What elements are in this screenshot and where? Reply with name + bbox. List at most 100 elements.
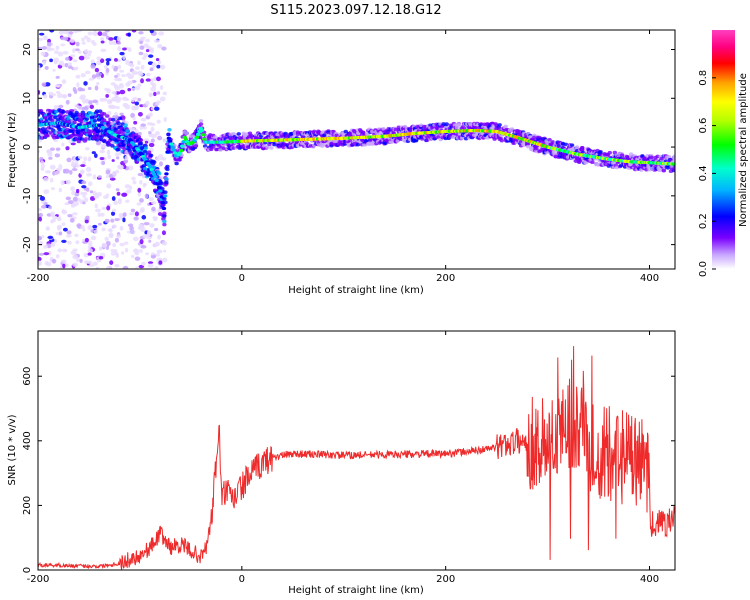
spectrogram-ridge-cell: [172, 151, 178, 155]
spectrogram-cell: [612, 150, 618, 155]
spectrogram-cell: [91, 74, 97, 79]
spectrogram-ridge-cell: [160, 201, 165, 205]
spectrogram-cell: [92, 99, 99, 104]
spectrogram-cell: [130, 208, 136, 213]
spectrogram-cell: [148, 197, 154, 202]
spectrogram-cell: [117, 46, 122, 52]
spectrogram-cell: [162, 197, 167, 201]
spectrogram-cell: [87, 156, 92, 161]
spectrogram-cell: [106, 61, 110, 66]
spectrogram-cell: [140, 78, 144, 84]
spectrogram-ytick-label: -10: [22, 188, 33, 204]
spectrogram-cell: [55, 75, 60, 79]
spectrogram-cell: [159, 181, 164, 186]
spectrogram-cell: [193, 144, 199, 148]
spectrogram-cell: [72, 120, 77, 125]
spectrogram-ridge-cell: [153, 175, 158, 179]
spectrogram-cell: [122, 47, 127, 51]
spectrogram-cell: [672, 155, 675, 160]
spectrogram-cell: [124, 132, 129, 136]
spectrogram-cell: [51, 258, 57, 264]
spectrogram-cell: [140, 123, 146, 127]
snr-frame: [37, 330, 676, 571]
spectrogram-cell: [156, 249, 163, 254]
spectrogram-cell: [87, 86, 92, 91]
spectrogram-cell: [137, 172, 144, 177]
spectrogram-cell: [65, 30, 70, 35]
spectrogram-cell: [123, 123, 128, 127]
spectrogram-xtick-label: 0: [239, 273, 245, 284]
spectrogram-cell: [133, 216, 139, 221]
spectrogram-cell: [38, 37, 44, 41]
spectrogram-cell: [100, 40, 105, 44]
spectrogram-cell: [84, 98, 89, 104]
colorbar-tick-label: 0.8: [698, 70, 709, 86]
spectrogram-cell: [89, 104, 95, 110]
spectrogram-cell: [355, 142, 361, 147]
spectrogram-cell: [105, 169, 111, 175]
spectrogram-cell: [145, 100, 150, 106]
spectrogram-cell: [142, 174, 146, 179]
spectrogram-cell: [265, 145, 270, 149]
spectrogram-cell: [42, 176, 49, 182]
spectrogram-cell: [152, 243, 159, 248]
spectrogram-cell: [67, 200, 74, 205]
spectrogram-cell: [97, 175, 102, 179]
spectrogram-cell: [38, 113, 41, 117]
spectrogram-cell: [135, 266, 139, 269]
spectrogram-ridge-cell: [161, 206, 167, 211]
spectrogram-cell: [139, 239, 144, 245]
spectrogram-cell: [114, 77, 120, 82]
spectrogram-cell: [137, 97, 142, 102]
spectrogram-cell: [42, 60, 46, 65]
spectrogram-cell: [96, 76, 101, 80]
spectrogram-cell: [61, 142, 65, 147]
spectrogram-cell: [125, 129, 130, 133]
spectrogram-cell: [55, 254, 60, 259]
spectrogram-cell: [38, 260, 42, 265]
spectrogram-cell: [44, 66, 49, 70]
spectrogram-cell: [114, 263, 120, 268]
spectrogram-cell: [114, 75, 118, 79]
spectrogram-cell: [114, 237, 120, 243]
spectrogram-cell: [52, 170, 56, 176]
spectrogram-cell: [138, 72, 144, 77]
spectrogram-cell: [87, 240, 93, 246]
spectrogram-cell: [85, 187, 90, 192]
spectrogram-cell: [55, 84, 61, 88]
spectrogram-cell: [95, 208, 101, 213]
spectrogram-cell: [94, 109, 100, 113]
spectrogram-cell: [118, 84, 125, 89]
spectrogram-panel: -200 0 200 400 -20 -10 0 10 20 Height of straigh…: [7, 29, 676, 296]
spectrogram-cell: [39, 240, 44, 246]
spectrogram-cell: [125, 199, 130, 203]
spectrogram-cell: [127, 223, 134, 228]
spectrogram-cell: [146, 230, 152, 235]
spectrogram-cell: [94, 67, 100, 73]
spectrogram-cell: [116, 234, 122, 238]
spectrogram-cell: [139, 207, 145, 213]
spectrogram-cell: [48, 91, 54, 96]
spectrogram-cell: [84, 70, 91, 75]
spectrogram-cell: [156, 64, 161, 69]
spectrogram-cell: [58, 30, 64, 35]
spectrogram-ridge-cell: [151, 172, 157, 176]
spectrogram-cell: [162, 91, 168, 96]
spectrogram-cell: [122, 102, 129, 108]
spectrogram-xtick-label: 400: [640, 273, 659, 284]
spectrogram-cell: [100, 212, 105, 217]
spectrogram-cell: [150, 138, 155, 143]
spectrogram-cell: [50, 187, 55, 191]
spectrogram-cell: [157, 234, 162, 240]
spectrogram-cell: [105, 93, 110, 98]
spectrogram-cell: [143, 146, 149, 150]
spectrogram-cell: [72, 48, 76, 54]
spectrogram-cell: [140, 36, 146, 40]
spectrogram-cell: [111, 117, 116, 122]
spectrogram-cell: [61, 239, 67, 244]
spectrogram-cell: [105, 67, 110, 73]
spectrogram-cell: [146, 72, 151, 77]
spectrogram-cell: [166, 132, 171, 137]
spectrogram-cell: [177, 158, 182, 162]
spectrogram-cell: [159, 96, 166, 102]
